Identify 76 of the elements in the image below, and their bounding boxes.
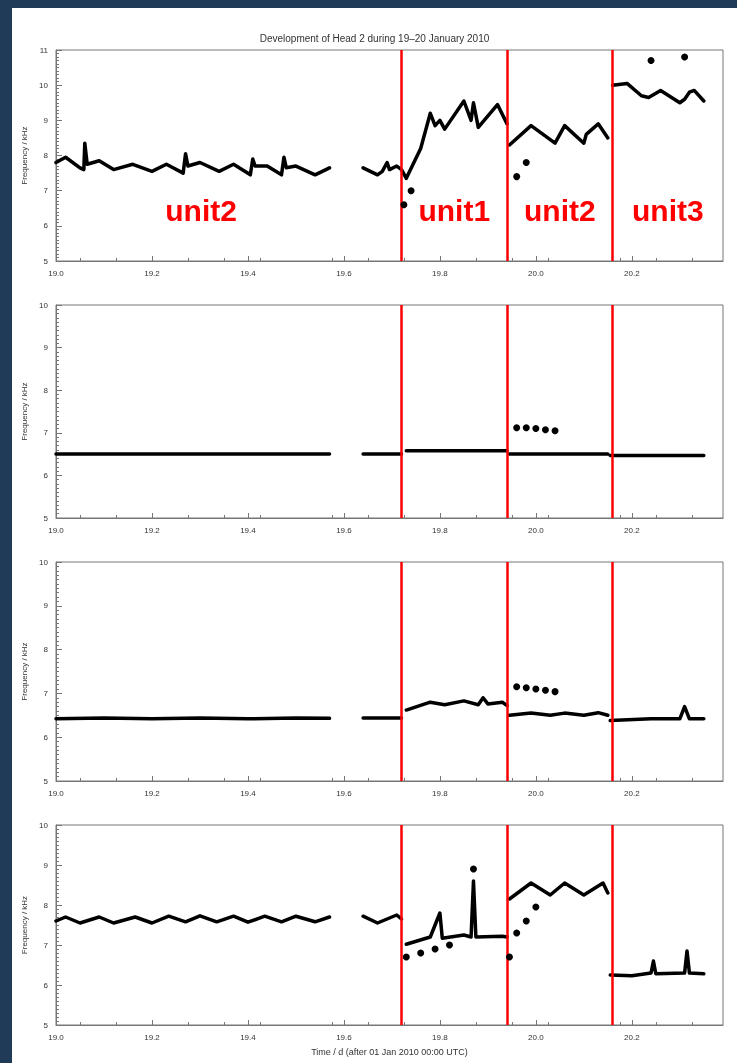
x-axis-title: Time / d (after 01 Jan 2010 00:00 UTC) <box>311 1046 468 1057</box>
x-tick-label: 20.0 <box>528 1032 545 1042</box>
x-tick-label: 19.2 <box>144 268 161 278</box>
point <box>445 941 453 949</box>
x-tick-label: 19.0 <box>48 268 65 278</box>
y-tick-label: 5 <box>43 513 49 523</box>
y-tick-label: 8 <box>43 645 49 655</box>
x-tick-label: 19.6 <box>336 268 353 278</box>
y-tick-label: 7 <box>43 428 49 438</box>
x-tick-label: 20.0 <box>528 788 545 798</box>
x-tick-label: 20.0 <box>528 525 545 535</box>
annotation: unit2 <box>524 193 596 227</box>
annotation: unit2 <box>165 193 237 227</box>
x-tick-label: 19.6 <box>336 1032 353 1042</box>
point <box>522 917 530 925</box>
y-tick-label: 9 <box>43 115 49 125</box>
x-tick-label: 19.8 <box>432 525 449 535</box>
x-tick-label: 19.2 <box>144 525 161 535</box>
x-tick-label: 20.2 <box>624 268 641 278</box>
point <box>505 953 513 961</box>
point <box>513 929 521 937</box>
annotation: unit1 <box>418 193 491 227</box>
y-tick-label: 5 <box>43 776 49 786</box>
y-tick-label: 9 <box>43 601 49 611</box>
y-tick-label: 8 <box>43 385 49 395</box>
point <box>522 159 530 167</box>
y-tick-label: 7 <box>43 940 49 950</box>
y-tick-label: 8 <box>43 151 49 160</box>
y-tick-label: 9 <box>43 860 49 870</box>
x-tick-label: 19.6 <box>336 525 353 535</box>
y-tick-label: 6 <box>43 470 49 480</box>
y-tick-label: 6 <box>43 221 49 231</box>
x-tick-label: 19.8 <box>432 1032 449 1042</box>
x-tick-label: 19.0 <box>48 788 65 798</box>
x-tick-label: 19.8 <box>432 268 449 278</box>
point <box>417 949 425 957</box>
x-tick-label: 20.2 <box>624 525 641 535</box>
y-tick-label: 10 <box>39 300 49 310</box>
point <box>513 173 521 181</box>
y-tick-label: 7 <box>43 688 49 698</box>
x-tick-label: 20.2 <box>624 788 641 798</box>
x-tick-label: 19.4 <box>240 268 257 278</box>
y-tick-label: 6 <box>43 980 49 990</box>
y-tick-label: 5 <box>43 256 49 266</box>
point <box>402 953 410 961</box>
point <box>407 187 415 195</box>
y-tick-label: 5 <box>43 1020 49 1030</box>
point <box>469 865 477 873</box>
y-axis-title: Frequency / kHz <box>19 126 29 185</box>
chart-title: Development of Head 2 during 19–20 January 2010 <box>259 32 490 44</box>
x-tick-label: 19.8 <box>432 788 449 798</box>
x-tick-label: 19.2 <box>144 788 161 798</box>
x-tick-label: 19.2 <box>144 1032 161 1042</box>
point <box>681 53 689 61</box>
y-axis-title: Frequency / kHz <box>19 895 29 955</box>
x-tick-label: 19.0 <box>48 1032 65 1042</box>
y-tick-label: 10 <box>39 820 49 830</box>
point <box>647 57 655 65</box>
x-tick-label: 19.4 <box>240 525 257 535</box>
y-tick-label: 7 <box>43 186 49 196</box>
y-tick-label: 10 <box>39 557 49 567</box>
y-tick-label: 11 <box>39 45 49 55</box>
y-tick-label: 9 <box>43 343 49 353</box>
x-tick-label: 19.6 <box>336 788 353 798</box>
y-axis-title: Frequency / kHz <box>19 642 29 701</box>
annotation: unit3 <box>631 193 704 227</box>
x-tick-label: 20.0 <box>528 268 545 278</box>
x-tick-label: 19.0 <box>48 525 65 535</box>
y-tick-label: 6 <box>43 732 49 742</box>
x-tick-label: 19.4 <box>240 1032 257 1042</box>
point <box>400 201 408 209</box>
y-tick-label: 8 <box>43 900 49 910</box>
y-axis-title: Frequency / kHz <box>19 382 29 441</box>
y-tick-label: 10 <box>39 80 49 90</box>
x-tick-label: 19.4 <box>240 788 257 798</box>
x-tick-label: 20.2 <box>624 1032 641 1042</box>
